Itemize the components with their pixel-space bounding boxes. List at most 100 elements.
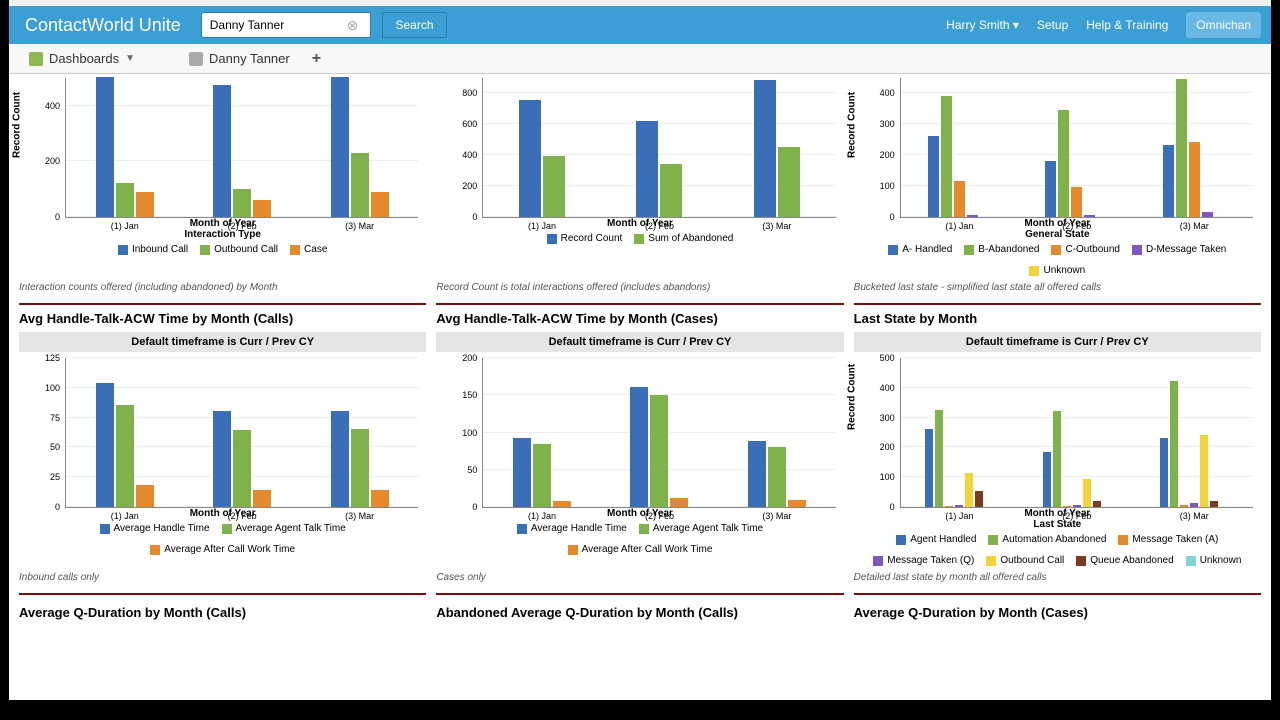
- legend-item: C-Outbound: [1051, 244, 1119, 255]
- chart-legend: Record CountSum of Abandoned: [436, 229, 843, 248]
- bar: [1180, 505, 1188, 507]
- legend-item: Message Taken (Q): [873, 555, 974, 566]
- chart-area: 0255075100125(1) Jan(2) Feb(3) Mar: [65, 358, 418, 508]
- bar: [1170, 381, 1178, 507]
- app-title: ContactWorld Unite: [25, 15, 181, 36]
- chart-panel: Avg Handle-Talk-ACW Time by Month (Calls…: [19, 303, 426, 587]
- bar: [351, 429, 369, 507]
- bar: [1073, 505, 1081, 507]
- bar: [754, 80, 776, 217]
- bar: [788, 500, 806, 508]
- bar: [519, 100, 541, 217]
- chart-area: 0200400600800(1) Jan(2) Feb(3) Mar: [482, 78, 835, 218]
- bar: [136, 192, 154, 217]
- bar: [371, 192, 389, 217]
- chart-area: 0200400(1) Jan(2) Feb(3) Mar: [65, 78, 418, 218]
- help-link[interactable]: Help & Training: [1086, 18, 1168, 32]
- bar: [636, 121, 658, 217]
- legend-item: Average After Call Work Time: [568, 544, 713, 555]
- legend-item: A- Handled: [888, 244, 952, 255]
- bar: [954, 181, 965, 217]
- tab-dashboards[interactable]: Dashboards ▼: [17, 44, 147, 73]
- legend-item: Unknown: [1029, 265, 1085, 276]
- chart-panel: Last State by Month Default timeframe is…: [854, 303, 1261, 587]
- bar: [96, 383, 114, 507]
- dashboard-icon: [29, 52, 43, 66]
- legend-item: Message Taken (A): [1118, 534, 1218, 545]
- panel-title: Average Q-Duration by Month (Calls): [19, 599, 426, 620]
- legend-item: Outbound Call: [200, 244, 278, 255]
- bar: [768, 447, 786, 507]
- bar: [928, 136, 939, 217]
- bar: [1189, 142, 1200, 217]
- bar: [1200, 435, 1208, 507]
- bar: [965, 473, 973, 508]
- add-tab-button[interactable]: +: [312, 50, 321, 68]
- bar: [967, 215, 978, 217]
- bar: [116, 183, 134, 217]
- dashboard-row-3: Average Q-Duration by Month (Calls) Aban…: [19, 593, 1261, 620]
- bar: [941, 96, 952, 217]
- bar: [945, 506, 953, 508]
- bar: [1210, 501, 1218, 507]
- bar: [778, 147, 800, 217]
- bar: [213, 411, 231, 507]
- user-menu[interactable]: Harry Smith ▾: [946, 18, 1019, 32]
- bar: [670, 498, 688, 507]
- chevron-down-icon: ▼: [125, 53, 135, 64]
- bar: [1071, 187, 1082, 217]
- bar: [96, 77, 114, 217]
- bar: [1083, 479, 1091, 508]
- chart-panel: Record Count 0200400(1) Jan(2) Feb(3) Ma…: [19, 78, 426, 297]
- bar: [1053, 411, 1061, 507]
- chart-panel: Avg Handle-Talk-ACW Time by Month (Cases…: [436, 303, 843, 587]
- panel-title: Abandoned Average Q-Duration by Month (C…: [436, 599, 843, 620]
- bar: [630, 387, 648, 507]
- legend-item: Average Agent Talk Time: [222, 523, 346, 534]
- search-button[interactable]: Search: [382, 12, 446, 38]
- chevron-down-icon: ▾: [1013, 18, 1019, 32]
- legend-item: D-Message Taken: [1132, 244, 1226, 255]
- chart-area: 0100200300400500(1) Jan(2) Feb(3) Mar: [900, 358, 1253, 508]
- bar: [955, 505, 963, 507]
- legend-item: Average Handle Time: [517, 523, 627, 534]
- dashboard-row-1: Record Count 0200400(1) Jan(2) Feb(3) Ma…: [19, 78, 1261, 297]
- clear-search-icon[interactable]: ⊗: [347, 17, 359, 34]
- bar: [253, 200, 271, 217]
- bar: [975, 491, 983, 508]
- chart-legend: Inbound Call Outbound Call Case: [19, 240, 426, 259]
- legend-item: Average After Call Work Time: [150, 544, 295, 555]
- bar: [1084, 215, 1095, 217]
- chart-legend: A- Handled B-Abandoned C-Outbound D-Message…: [854, 240, 1261, 280]
- search-box: ⊗ Search: [201, 12, 447, 38]
- app-header: ContactWorld Unite ⊗ Search Harry Smith …: [9, 6, 1271, 44]
- tab-record[interactable]: Danny Tanner: [177, 44, 302, 73]
- bar: [513, 438, 531, 507]
- bar: [1045, 161, 1056, 217]
- chart-panel: Record Count 0100200300400(1) Jan(2) Feb…: [854, 78, 1261, 297]
- dashboard-body: Record Count 0200400(1) Jan(2) Feb(3) Ma…: [9, 74, 1271, 700]
- omnichannel-button[interactable]: Omnichan: [1186, 12, 1261, 38]
- bar: [233, 189, 251, 217]
- contact-icon: [189, 52, 203, 66]
- legend-item: Inbound Call: [118, 244, 188, 255]
- legend-item: Unknown: [1186, 555, 1242, 566]
- bar: [553, 501, 571, 507]
- legend-item: Record Count: [547, 233, 623, 244]
- bar: [660, 164, 682, 217]
- legend-item: Case: [290, 244, 327, 255]
- legend-item: B-Abandoned: [964, 244, 1039, 255]
- bar: [533, 444, 551, 507]
- bar: [213, 85, 231, 217]
- bar: [1043, 452, 1051, 508]
- setup-link[interactable]: Setup: [1037, 18, 1068, 32]
- bar: [371, 490, 389, 507]
- bar: [233, 430, 251, 507]
- search-input[interactable]: [201, 12, 371, 38]
- bar: [331, 411, 349, 507]
- legend-item: Outbound Call: [986, 555, 1064, 566]
- chart-area: 0100200300400(1) Jan(2) Feb(3) Mar: [900, 78, 1253, 218]
- chart-area: 050100150200(1) Jan(2) Feb(3) Mar: [482, 358, 835, 508]
- chart-legend: Average Handle TimeAverage Agent Talk Ti…: [436, 519, 843, 559]
- bar: [136, 485, 154, 507]
